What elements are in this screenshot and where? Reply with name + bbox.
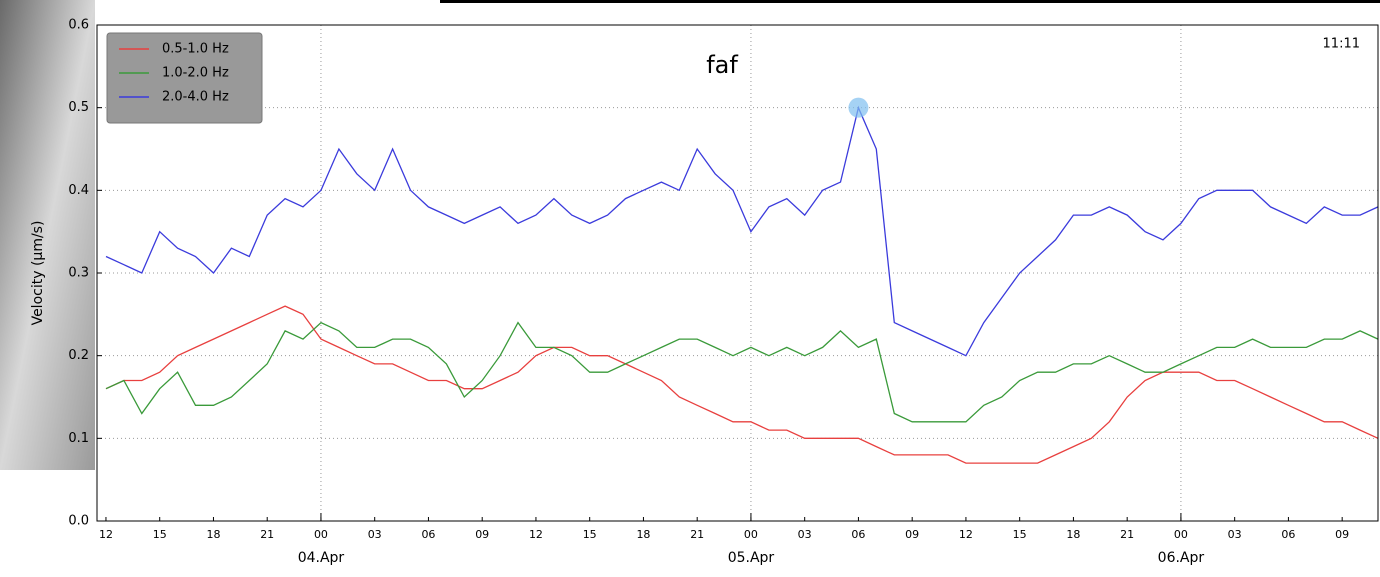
y-tick-label: 0.5 [68,100,89,115]
x-tick-label: 03 [1228,528,1242,541]
x-tick-label: 00 [1174,528,1188,541]
x-tick-label: 03 [368,528,382,541]
x-tick-label: 06 [851,528,865,541]
series-line [105,305,1379,464]
x-tick-label: 09 [905,528,919,541]
legend-label: 2.0-4.0 Hz [162,90,229,105]
y-tick-label: 0.6 [68,18,89,33]
legend-label: 1.0-2.0 Hz [162,66,229,81]
x-tick-label: 18 [636,528,650,541]
x-tick-label: 15 [1013,528,1027,541]
x-tick-label: 12 [529,528,543,541]
x-tick-label: 21 [1120,528,1134,541]
x-tick-label: 12 [99,528,113,541]
x-tick-label: 15 [583,528,597,541]
legend-box [106,32,263,124]
background-photo [0,0,95,470]
y-tick-label: 0.1 [68,431,89,446]
x-tick-label: 18 [206,528,220,541]
series-line [105,321,1379,423]
timestamp: 11:11 [1323,37,1360,52]
x-tick-label: 06 [1281,528,1295,541]
x-tick-label: 12 [959,528,973,541]
y-tick-label: 0.2 [68,348,89,363]
x-tick-label: 06 [421,528,435,541]
legend-label: 0.5-1.0 Hz [162,42,229,57]
day-tick-label: 06.Apr [1158,550,1205,566]
y-axis-label: Velocity (μm/s) [30,221,46,326]
x-tick-label: 00 [314,528,328,541]
highlight-point [848,97,869,118]
chart-title: faf [706,51,738,79]
series-line [105,105,1379,357]
x-tick-label: 15 [153,528,167,541]
x-tick-label: 21 [690,528,704,541]
x-tick-label: 18 [1066,528,1080,541]
day-tick-label: 04.Apr [298,550,345,566]
x-tick-label: 21 [260,528,274,541]
plot-frame [96,24,1379,522]
y-tick-label: 0.0 [68,514,89,529]
day-tick-label: 05.Apr [728,550,775,566]
top-bar [440,0,1380,3]
x-tick-label: 03 [798,528,812,541]
x-tick-label: 09 [1335,528,1349,541]
x-tick-label: 00 [744,528,758,541]
x-tick-label: 09 [475,528,489,541]
y-tick-label: 0.3 [68,266,89,281]
y-tick-label: 0.4 [68,183,89,198]
